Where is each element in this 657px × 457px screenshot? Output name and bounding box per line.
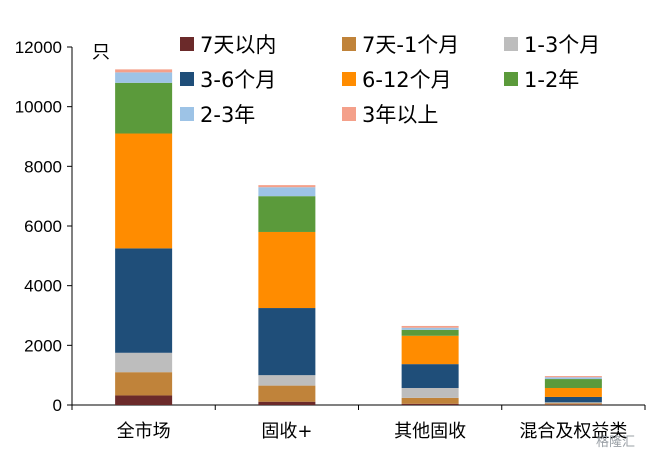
- y-tick-label: 0: [53, 396, 62, 415]
- y-unit-label: 只: [92, 42, 110, 63]
- bar-segment: [258, 401, 316, 405]
- bar-segment: [544, 402, 602, 404]
- bar-stack: [115, 69, 173, 405]
- legend-item: 1-3个月: [504, 33, 600, 57]
- legend-item: 3-6个月: [180, 68, 276, 92]
- y-tick-label: 8000: [24, 157, 62, 176]
- bar-stack: [258, 185, 316, 405]
- bar-segment: [258, 231, 316, 309]
- bar-segment: [544, 379, 602, 388]
- bar-segment: [115, 69, 173, 73]
- bar-segment: [115, 352, 173, 373]
- bar-segment: [258, 185, 316, 188]
- legend-label: 1-3个月: [524, 33, 600, 57]
- legend-swatch: [180, 107, 194, 121]
- x-category-label: 全市场: [117, 421, 171, 442]
- bar-segment: [544, 403, 602, 405]
- legend-swatch: [504, 72, 518, 86]
- bar-segment: [115, 248, 173, 353]
- y-axis: 0 2000 4000 6000 8000 10000 12000: [15, 38, 73, 415]
- legend-label: 2-3年: [200, 103, 255, 127]
- bar-segment: [544, 377, 602, 380]
- x-category-label: 混合及权益类: [519, 421, 627, 442]
- legend-item: 3年以上: [342, 103, 438, 127]
- legend-swatch: [180, 72, 194, 86]
- legend-swatch: [342, 37, 356, 51]
- y-tick-label: 12000: [15, 38, 62, 57]
- x-axis: 全市场 固收+ 其他固收 混合及权益类: [71, 404, 646, 442]
- bar-segment: [258, 187, 316, 197]
- bar-segment: [401, 364, 459, 388]
- y-tick-label: 10000: [15, 98, 62, 117]
- legend-label: 1-2年: [524, 68, 579, 92]
- bar-segment: [401, 329, 459, 336]
- bar-segment: [401, 325, 459, 328]
- legend-swatch: [342, 72, 356, 86]
- legend-swatch: [504, 37, 518, 51]
- legend-swatch: [180, 37, 194, 51]
- bar-segment: [544, 404, 602, 405]
- bar-segment: [401, 403, 459, 405]
- bar-segment: [401, 397, 459, 404]
- bar-segment: [115, 133, 173, 249]
- y-tick-label: 6000: [24, 217, 62, 236]
- legend-label: 6-12个月: [362, 68, 452, 92]
- legend-swatch: [342, 107, 356, 121]
- x-category-label: 固收+: [261, 421, 312, 442]
- legend-label: 7天以内: [200, 33, 276, 57]
- bar-segment: [115, 82, 173, 134]
- bar-segment: [258, 308, 316, 376]
- bar-segment: [115, 72, 173, 83]
- legend-item: 7天以内: [180, 33, 276, 57]
- legend-label: 3-6个月: [200, 68, 276, 92]
- y-tick-label: 2000: [24, 336, 62, 355]
- legend-label: 3年以上: [362, 103, 438, 127]
- bar-segment: [258, 385, 316, 402]
- legend-item: 1-2年: [504, 68, 579, 92]
- bar-stack: [401, 325, 459, 405]
- bar-segment: [401, 335, 459, 365]
- legend-item: 7天-1个月: [342, 33, 459, 57]
- bar-segment: [115, 372, 173, 396]
- bar-segment: [544, 396, 602, 403]
- legend-label: 7天-1个月: [362, 33, 459, 57]
- x-category-label: 其他固收: [394, 421, 466, 442]
- bar-segment: [258, 196, 316, 232]
- bar-segment: [401, 327, 459, 330]
- legend: 7天以内 7天-1个月 1-3个月 3-6个月 6-12个月 1-2年 2-3年 3年以上: [180, 33, 600, 127]
- legend-item: 6-12个月: [342, 68, 452, 92]
- bar-segment: [544, 376, 602, 378]
- bar-segment: [544, 387, 602, 397]
- legend-item: 2-3年: [180, 103, 255, 127]
- bar-segment: [258, 375, 316, 386]
- bar-stack: [544, 376, 602, 405]
- watermark: 格隆汇: [596, 434, 635, 450]
- y-tick-label: 4000: [24, 277, 62, 296]
- bar-segment: [401, 387, 459, 398]
- bars: [115, 69, 602, 405]
- bar-segment: [115, 395, 173, 405]
